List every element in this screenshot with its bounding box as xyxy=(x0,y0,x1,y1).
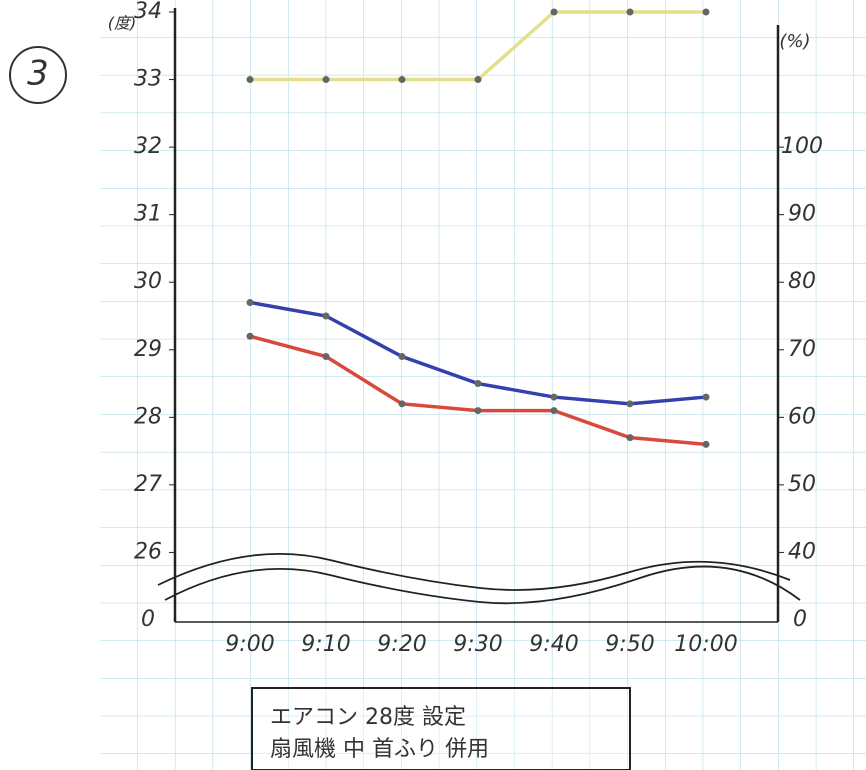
y-tick-label: 30 xyxy=(134,269,162,294)
data-point xyxy=(474,76,482,84)
data-point xyxy=(626,434,634,442)
data-point xyxy=(322,76,330,84)
x-tick-label: 9:40 xyxy=(529,632,578,657)
data-point xyxy=(398,400,406,408)
y-tick-label: 31 xyxy=(134,202,162,227)
y2-tick-label: 50 xyxy=(788,472,816,497)
data-point xyxy=(702,8,710,16)
data-point xyxy=(550,407,558,415)
y2-tick-label: 70 xyxy=(788,337,816,362)
y-tick-label: 28 xyxy=(134,404,162,429)
note-box xyxy=(251,687,631,770)
hand-curve xyxy=(164,565,801,605)
y-tick-label: 27 xyxy=(134,472,162,497)
data-point xyxy=(398,76,406,84)
data-point xyxy=(474,380,482,388)
y2-tick-label: 80 xyxy=(788,269,816,294)
data-point xyxy=(398,353,406,361)
panel-circle xyxy=(9,46,67,104)
data-point xyxy=(246,332,254,340)
y-tick-label: 34 xyxy=(134,0,162,24)
note-line: 扇風機 中 首ふり 併用 xyxy=(270,737,489,762)
y-tick-label: 29 xyxy=(134,337,162,362)
panel-label: 3 xyxy=(27,54,49,94)
data-point xyxy=(550,8,558,16)
y2-tick-label: 40 xyxy=(788,539,816,564)
x-tick-label: 9:10 xyxy=(301,632,350,657)
data-point xyxy=(246,76,254,84)
data-point xyxy=(322,353,330,361)
data-point xyxy=(550,393,558,401)
x-tick-label: 10:00 xyxy=(674,632,737,657)
x-tick-label: 9:50 xyxy=(605,632,654,657)
x-tick-label: 9:00 xyxy=(225,632,274,657)
y-origin-label: 0 xyxy=(141,607,155,632)
y2-tick-label: 100 xyxy=(781,134,823,159)
data-point xyxy=(702,440,710,448)
y-axis-label: (度) xyxy=(108,14,137,33)
y-tick-label: 33 xyxy=(134,67,162,92)
data-point xyxy=(246,298,254,306)
data-point xyxy=(474,407,482,415)
data-point xyxy=(702,393,710,401)
x-tick-label: 9:30 xyxy=(453,632,502,657)
y-tick-label: 26 xyxy=(134,539,162,564)
y2-tick-label: 90 xyxy=(788,202,816,227)
y-tick-label: 32 xyxy=(134,134,162,159)
note-line: エアコン 28度 設定 xyxy=(270,705,466,730)
y2-tick-label: 60 xyxy=(788,404,816,429)
x-tick-label: 9:20 xyxy=(377,632,426,657)
y2-origin-label: 0 xyxy=(793,607,807,632)
data-point xyxy=(626,400,634,408)
data-point xyxy=(626,8,634,16)
data-point xyxy=(322,312,330,320)
y2-axis-label: (%) xyxy=(779,31,810,52)
hand-curve xyxy=(157,552,791,591)
